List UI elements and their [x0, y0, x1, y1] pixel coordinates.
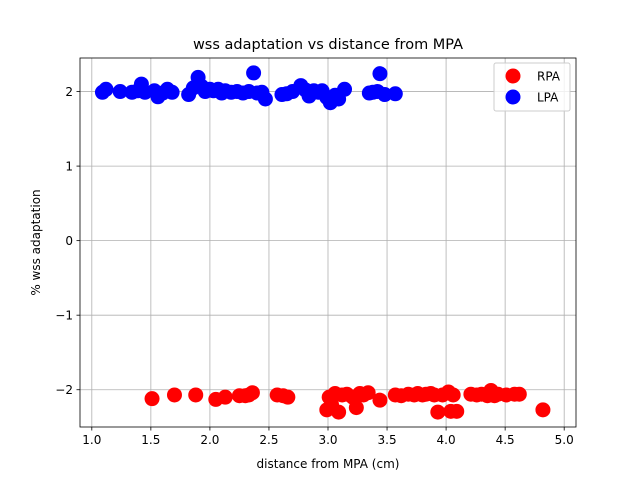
data-point-rpa — [280, 389, 296, 405]
data-point-rpa — [166, 387, 182, 403]
data-point-rpa — [430, 404, 446, 420]
y-tick-label: 2 — [65, 85, 73, 99]
series-lpa — [94, 65, 403, 111]
legend-marker-rpa — [505, 68, 521, 84]
data-point-lpa — [337, 81, 353, 97]
axis-ticks: 1.0 1.5 2.0 2.5 3.0 3.5 4.0 4.5 5.0 −2 −1 0 1 2 — [55, 85, 573, 447]
x-tick-label: 3.0 — [318, 433, 337, 447]
data-point-rpa — [217, 389, 233, 405]
data-point-lpa — [372, 66, 388, 82]
y-tick-label: 1 — [65, 159, 73, 173]
x-tick-label: 3.5 — [378, 433, 397, 447]
data-point-rpa — [360, 385, 376, 401]
x-axis-label: distance from MPA (cm) — [257, 457, 400, 471]
data-point-rpa — [144, 391, 160, 407]
x-tick-label: 2.0 — [200, 433, 219, 447]
data-point-rpa — [244, 385, 260, 401]
y-tick-label: −2 — [55, 383, 73, 397]
data-point-lpa — [112, 84, 128, 100]
x-tick-label: 1.0 — [82, 433, 101, 447]
data-point-lpa — [246, 65, 262, 81]
data-point-lpa — [257, 91, 273, 107]
data-point-rpa — [535, 402, 551, 418]
data-point-rpa — [511, 386, 527, 402]
data-point-lpa — [98, 81, 114, 97]
y-tick-label: 0 — [65, 234, 73, 248]
chart-title: wss adaptation vs distance from MPA — [193, 37, 463, 53]
legend-item-rpa: RPA — [505, 68, 561, 84]
legend-label-lpa: LPA — [537, 90, 559, 104]
series-rpa — [144, 382, 551, 420]
data-point-lpa — [164, 84, 180, 100]
legend: RPA LPA — [493, 62, 571, 112]
legend-marker-lpa — [505, 89, 521, 105]
data-point-lpa — [387, 86, 403, 102]
x-tick-label: 4.5 — [496, 433, 515, 447]
legend-item-lpa: LPA — [505, 89, 559, 105]
data-point-rpa — [331, 404, 347, 420]
data-point-rpa — [445, 387, 461, 403]
x-tick-label: 4.0 — [437, 433, 456, 447]
data-point-rpa — [449, 403, 465, 419]
y-axis-label: % wss adaptation — [29, 189, 43, 295]
data-point-rpa — [188, 387, 204, 403]
data-point-rpa — [348, 400, 364, 416]
x-tick-label: 1.5 — [141, 433, 160, 447]
x-tick-label: 5.0 — [555, 433, 574, 447]
y-tick-label: −1 — [55, 308, 73, 322]
data-point-lpa — [377, 87, 393, 103]
data-points — [94, 65, 551, 420]
data-point-rpa — [372, 392, 388, 408]
legend-label-rpa: RPA — [537, 69, 561, 83]
x-tick-label: 2.5 — [259, 433, 278, 447]
